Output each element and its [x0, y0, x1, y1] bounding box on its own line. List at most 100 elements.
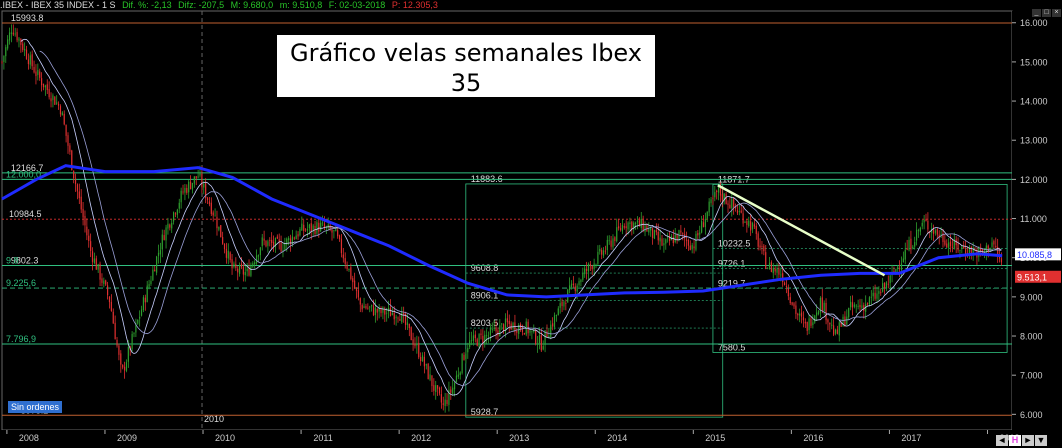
candle-body	[717, 186, 720, 193]
candle-body	[205, 183, 207, 199]
candle-body	[827, 319, 829, 323]
fibo-level-label: 9219.7	[718, 278, 746, 288]
candle-body	[448, 389, 450, 405]
candle-body	[18, 38, 20, 41]
candle-body	[961, 246, 963, 249]
candle-body	[719, 186, 722, 196]
minimize-icon[interactable]: _	[1032, 9, 1041, 17]
candle-body	[31, 54, 33, 67]
candle-body	[291, 236, 294, 244]
candle-body	[872, 292, 874, 297]
candle-body	[931, 229, 933, 233]
candle-body	[672, 237, 674, 244]
candle-body	[553, 315, 556, 328]
y-tick-label: 7.000	[1020, 371, 1043, 381]
candle-body	[274, 238, 277, 248]
candle-body	[131, 333, 133, 350]
candle-body	[110, 301, 112, 311]
candle-body	[193, 176, 195, 184]
candle-body	[10, 32, 13, 34]
candle-body	[182, 191, 184, 193]
menu-down-button[interactable]: ▼	[1035, 435, 1047, 446]
candle-body	[963, 246, 965, 249]
candle-body	[480, 333, 482, 335]
candle-body	[691, 245, 693, 250]
candle-body	[299, 229, 301, 236]
candle-body	[327, 224, 329, 227]
candle-body	[403, 312, 405, 315]
candle-body	[259, 247, 261, 256]
chart-subtitle: Elaboración propia AulaFinanzas.com en p…	[287, 99, 645, 112]
y-axis-area	[1012, 11, 1062, 430]
candle-body	[429, 374, 431, 380]
candle-body	[118, 345, 120, 355]
candle-body	[725, 193, 727, 204]
candle-body	[1, 61, 3, 63]
candle-body	[580, 279, 582, 283]
candle-body	[431, 375, 433, 387]
fibo-level-label: 8203.5	[471, 318, 499, 328]
candle-body	[514, 322, 516, 332]
candle-body	[695, 233, 697, 250]
candle-body	[470, 340, 473, 342]
horizontal-level-label: 9802.3	[11, 255, 39, 265]
candle-body	[463, 354, 465, 361]
candle-body	[423, 356, 426, 367]
candle-body	[767, 268, 769, 270]
candle-body	[240, 263, 243, 268]
candle-body	[210, 202, 212, 214]
candle-body	[101, 278, 103, 283]
candle-body	[512, 322, 514, 329]
candle-body	[369, 306, 371, 308]
candle-body	[544, 330, 546, 345]
candle-body	[305, 229, 307, 231]
candle-body	[863, 304, 865, 311]
maximize-icon[interactable]: □	[1042, 9, 1051, 17]
chart-header: .IBEX - IBEX 35 INDEX - 1 S Dif. %: -2,1…	[0, 0, 1062, 10]
candle-body	[631, 221, 633, 230]
candle-body	[653, 230, 656, 239]
candle-body	[157, 252, 160, 257]
candle-body	[644, 225, 646, 232]
candle-body	[965, 249, 967, 254]
candle-body	[418, 342, 420, 358]
candle-body	[521, 328, 524, 333]
candle-body	[355, 287, 358, 291]
candle-body	[248, 267, 250, 276]
candle-body	[146, 285, 148, 302]
candle-body	[84, 215, 86, 226]
home-button[interactable]: H	[1009, 435, 1021, 446]
candle-body	[570, 283, 573, 287]
candle-body	[912, 246, 914, 249]
candle-body	[899, 268, 901, 269]
close-icon[interactable]: ×	[1052, 9, 1061, 17]
candle-body	[404, 313, 407, 325]
candle-body	[321, 222, 324, 224]
scroll-left-button[interactable]: ◄	[996, 435, 1008, 446]
horizontal-level-label: 12.000,0	[6, 169, 41, 179]
candle-body	[866, 302, 869, 305]
candle-body	[501, 323, 503, 325]
x-axis-area	[0, 430, 1062, 443]
candle-body	[461, 353, 463, 374]
candle-body	[208, 201, 211, 205]
orders-status-badge[interactable]: Sin ordenes	[8, 401, 63, 413]
candle-body	[27, 59, 30, 65]
candle-body	[280, 242, 282, 252]
candle-body	[949, 241, 952, 247]
candle-body	[412, 339, 414, 345]
scroll-right-button[interactable]: ►	[1022, 435, 1034, 446]
candle-body	[493, 327, 495, 329]
candle-body	[708, 201, 710, 213]
candle-body	[186, 187, 188, 193]
candle-body	[269, 240, 271, 241]
candle-body	[42, 83, 45, 88]
candle-body	[635, 222, 637, 224]
fibo-level-label: 10232.5	[718, 239, 751, 249]
candle-body	[559, 303, 561, 308]
candle-body	[531, 330, 533, 332]
candle-body	[16, 32, 18, 41]
candle-body	[289, 238, 292, 244]
candle-body	[88, 235, 90, 241]
candle-body	[842, 316, 844, 326]
